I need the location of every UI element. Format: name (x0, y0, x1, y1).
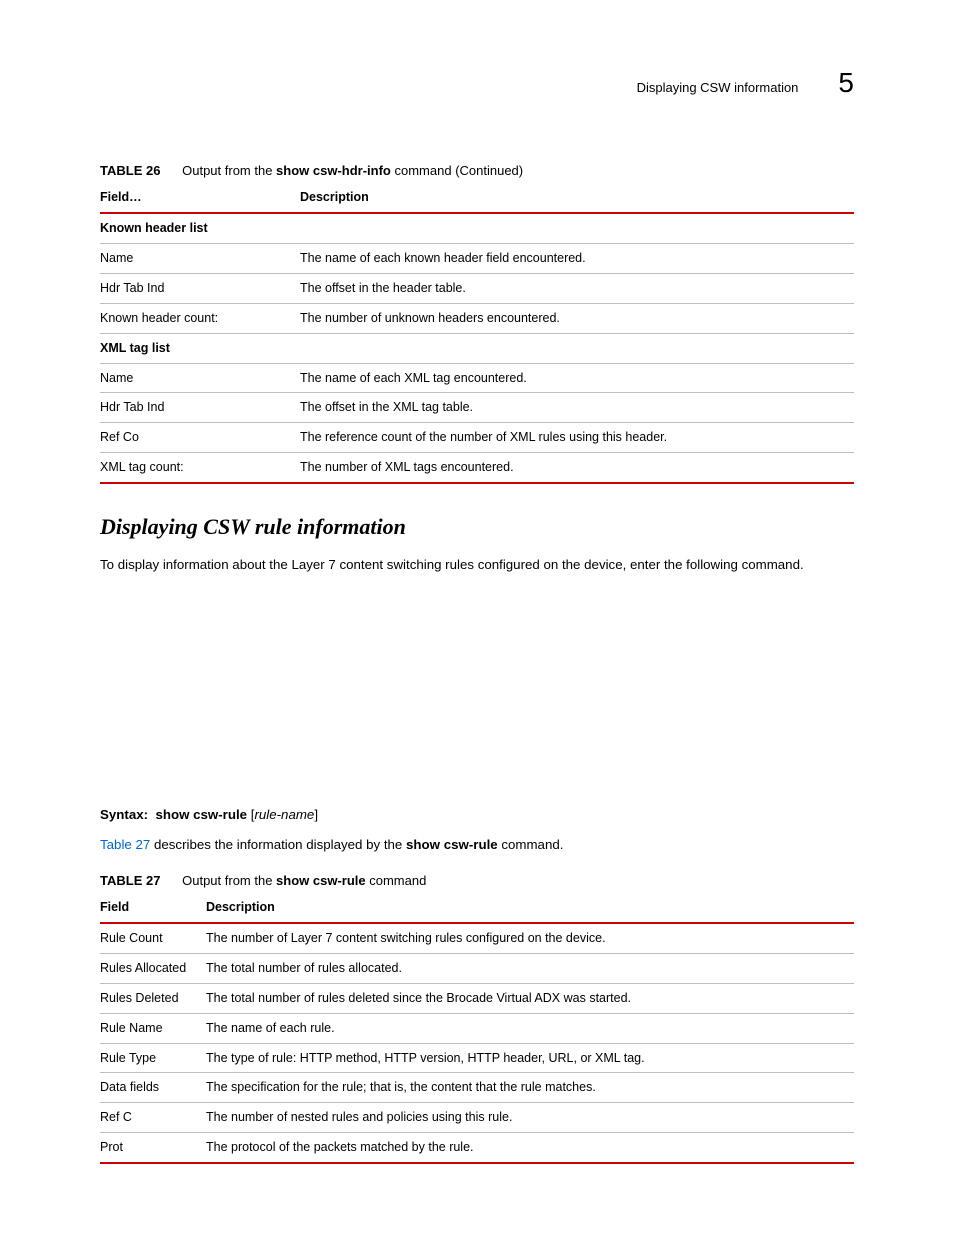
table27-field: Rules Allocated (100, 953, 206, 983)
spacer (100, 586, 854, 806)
page: Displaying CSW information 5 TABLE 26 Ou… (0, 0, 954, 1252)
table26-caption-post: command (Continued) (391, 163, 523, 178)
desc-middle: describes the information displayed by t… (150, 837, 406, 852)
table-row: Rules Deleted The total number of rules … (100, 983, 854, 1013)
table27-desc: The type of rule: HTTP method, HTTP vers… (206, 1043, 854, 1073)
table27-caption-pre: Output from the (182, 873, 276, 888)
table26: Field… Description Known header list Nam… (100, 183, 854, 484)
table26-field: XML tag count: (100, 453, 300, 483)
table26-field: Name (100, 363, 300, 393)
table27-field: Rule Name (100, 1013, 206, 1043)
table26-field: Known header list (100, 213, 300, 243)
table-row: Hdr Tab Ind The offset in the XML tag ta… (100, 393, 854, 423)
syntax-param-close: ] (314, 807, 318, 822)
table27-col-desc: Description (206, 893, 854, 923)
table26-desc (300, 213, 854, 243)
table27-field: Rule Type (100, 1043, 206, 1073)
table26-desc: The offset in the XML tag table. (300, 393, 854, 423)
section-intro: To display information about the Layer 7… (100, 556, 854, 574)
table-row: Known header list (100, 213, 854, 243)
table-row: Ref C The number of nested rules and pol… (100, 1103, 854, 1133)
table26-caption-cmd: show csw-hdr-info (276, 163, 391, 178)
table-row: Known header count: The number of unknow… (100, 303, 854, 333)
table26-field: XML tag list (100, 333, 300, 363)
table27-desc: The specification for the rule; that is,… (206, 1073, 854, 1103)
table-row: XML tag count: The number of XML tags en… (100, 453, 854, 483)
table27-label: TABLE 27 (100, 873, 160, 888)
table26-desc (300, 333, 854, 363)
table27-caption-cmd: show csw-rule (276, 873, 366, 888)
table26-field: Ref Co (100, 423, 300, 453)
table-row: Prot The protocol of the packets matched… (100, 1133, 854, 1163)
table-row: Name The name of each known header field… (100, 244, 854, 274)
table26-field: Hdr Tab Ind (100, 273, 300, 303)
table-row: Hdr Tab Ind The offset in the header tab… (100, 273, 854, 303)
table27-desc: The name of each rule. (206, 1013, 854, 1043)
table26-field: Name (100, 244, 300, 274)
table-row: Rule Name The name of each rule. (100, 1013, 854, 1043)
table27-field: Rule Count (100, 923, 206, 953)
syntax-line: Syntax: show csw-rule [rule-name] (100, 806, 854, 824)
table27-desc: The number of Layer 7 content switching … (206, 923, 854, 953)
table-row: Data fields The specification for the ru… (100, 1073, 854, 1103)
table26-caption: TABLE 26 Output from the show csw-hdr-in… (100, 162, 854, 180)
table27-field: Prot (100, 1133, 206, 1163)
table27-caption-post: command (366, 873, 427, 888)
table-row: Name The name of each XML tag encountere… (100, 363, 854, 393)
syntax-command: show csw-rule (155, 807, 247, 822)
header-chapter-number: 5 (838, 64, 854, 102)
table-row: Rules Allocated The total number of rule… (100, 953, 854, 983)
table26-desc: The name of each known header field enco… (300, 244, 854, 274)
table26-desc: The number of XML tags encountered. (300, 453, 854, 483)
table26-col-desc: Description (300, 183, 854, 213)
desc-tail: command. (498, 837, 564, 852)
table27-desc: The total number of rules allocated. (206, 953, 854, 983)
section-heading: Displaying CSW rule information (100, 512, 854, 542)
table-row: XML tag list (100, 333, 854, 363)
table27-field: Rules Deleted (100, 983, 206, 1013)
table26-desc: The reference count of the number of XML… (300, 423, 854, 453)
table27-link[interactable]: Table 27 (100, 837, 150, 852)
header-section-title: Displaying CSW information (637, 79, 799, 97)
table26-desc: The name of each XML tag encountered. (300, 363, 854, 393)
table26-field: Hdr Tab Ind (100, 393, 300, 423)
desc-cmd: show csw-rule (406, 837, 498, 852)
table27-caption: TABLE 27 Output from the show csw-rule c… (100, 872, 854, 890)
table26-field: Known header count: (100, 303, 300, 333)
table27-desc: The total number of rules deleted since … (206, 983, 854, 1013)
table27-field: Data fields (100, 1073, 206, 1103)
syntax-param: rule-name (254, 807, 314, 822)
table27-desc: The protocol of the packets matched by t… (206, 1133, 854, 1163)
table27: Field Description Rule Count The number … (100, 893, 854, 1164)
table26-desc: The number of unknown headers encountere… (300, 303, 854, 333)
table27-desc: The number of nested rules and policies … (206, 1103, 854, 1133)
table26-caption-pre: Output from the (182, 163, 276, 178)
table27-desc-line: Table 27 describes the information displ… (100, 836, 854, 854)
table26-desc: The offset in the header table. (300, 273, 854, 303)
table26-col-field: Field… (100, 183, 300, 213)
table27-col-field: Field (100, 893, 206, 923)
table27-field: Ref C (100, 1103, 206, 1133)
syntax-label: Syntax: (100, 807, 148, 822)
table26-label: TABLE 26 (100, 163, 160, 178)
table-row: Rule Count The number of Layer 7 content… (100, 923, 854, 953)
table-row: Ref Co The reference count of the number… (100, 423, 854, 453)
table-row: Rule Type The type of rule: HTTP method,… (100, 1043, 854, 1073)
page-header: Displaying CSW information 5 (100, 64, 854, 102)
